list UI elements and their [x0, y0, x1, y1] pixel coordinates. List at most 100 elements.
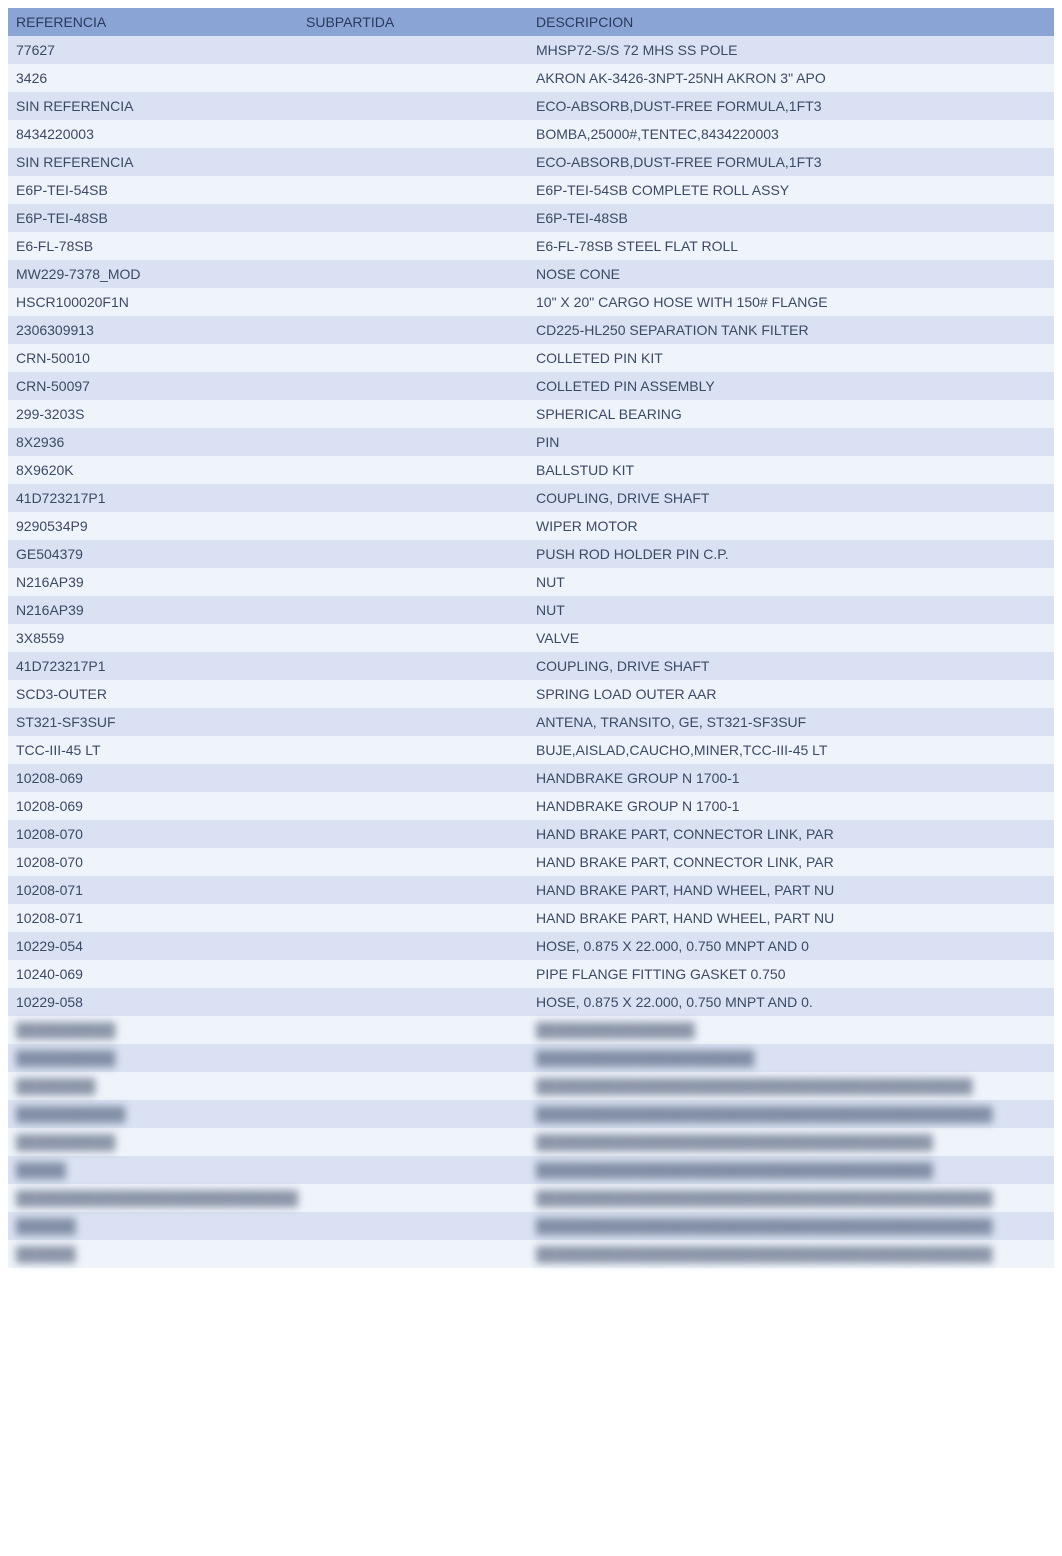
header-row: REFERENCIA SUBPARTIDA DESCRIPCION	[8, 8, 1054, 36]
cell-referencia: ██████████	[8, 1044, 298, 1072]
table-row: 10229-054HOSE, 0.875 X 22.000, 0.750 MNP…	[8, 932, 1054, 960]
table-row: 10208-070HAND BRAKE PART, CONNECTOR LINK…	[8, 848, 1054, 876]
cell-descripcion: E6P-TEI-54SB COMPLETE ROLL ASSY	[528, 176, 1054, 204]
cell-subpartida	[298, 372, 528, 400]
cell-subpartida	[298, 1240, 528, 1268]
cell-referencia: SIN REFERENCIA	[8, 148, 298, 176]
cell-referencia: 10208-071	[8, 876, 298, 904]
cell-subpartida	[298, 1156, 528, 1184]
cell-descripcion: PIPE FLANGE FITTING GASKET 0.750	[528, 960, 1054, 988]
cell-subpartida	[298, 1128, 528, 1156]
cell-subpartida	[298, 988, 528, 1016]
cell-descripcion: ECO-ABSORB,DUST-FREE FORMULA,1FT3	[528, 92, 1054, 120]
cell-referencia: 10208-071	[8, 904, 298, 932]
cell-referencia: ██████████	[8, 1128, 298, 1156]
table-row: N216AP39 NUT	[8, 596, 1054, 624]
cell-referencia: SIN REFERENCIA	[8, 92, 298, 120]
cell-referencia: 10240-069	[8, 960, 298, 988]
table-row: ████████████████████████████████████████…	[8, 1240, 1054, 1268]
cell-descripcion: CD225-HL250 SEPARATION TANK FILTER	[528, 316, 1054, 344]
cell-descripcion: PUSH ROD HOLDER PIN C.P.	[528, 540, 1054, 568]
cell-subpartida	[298, 428, 528, 456]
table-row: GE504379PUSH ROD HOLDER PIN C.P.	[8, 540, 1054, 568]
cell-referencia: 9290534P9	[8, 512, 298, 540]
cell-descripcion: NUT	[528, 596, 1054, 624]
cell-subpartida	[298, 288, 528, 316]
table-row: CRN-50097 COLLETED PIN ASSEMBLY	[8, 372, 1054, 400]
cell-referencia: E6P-TEI-54SB	[8, 176, 298, 204]
cell-subpartida	[298, 484, 528, 512]
cell-descripcion: E6P-TEI-48SB	[528, 204, 1054, 232]
table-row: ████████████████████████████████████████…	[8, 1156, 1054, 1184]
cell-referencia: MW229-7378_MOD	[8, 260, 298, 288]
cell-referencia: ███████████	[8, 1100, 298, 1128]
cell-referencia: █████	[8, 1156, 298, 1184]
cell-descripcion: ████████████████████████████████████████…	[528, 1072, 1054, 1100]
cell-descripcion: HANDBRAKE GROUP N 1700-1	[528, 792, 1054, 820]
cell-subpartida	[298, 64, 528, 92]
cell-subpartida	[298, 764, 528, 792]
cell-subpartida	[298, 960, 528, 988]
cell-referencia: 10208-070	[8, 848, 298, 876]
cell-referencia: HSCR100020F1N	[8, 288, 298, 316]
cell-subpartida	[298, 512, 528, 540]
table-row: SIN REFERENCIAECO-ABSORB,DUST-FREE FORMU…	[8, 148, 1054, 176]
col-header-referencia: REFERENCIA	[8, 8, 298, 36]
cell-referencia: ██████	[8, 1240, 298, 1268]
cell-subpartida	[298, 176, 528, 204]
cell-referencia: ██████████████████████████████████	[8, 1184, 298, 1212]
cell-descripcion: PIN	[528, 428, 1054, 456]
cell-subpartida	[298, 120, 528, 148]
cell-subpartida	[298, 148, 528, 176]
table-row: 41D723217P1COUPLING, DRIVE SHAFT	[8, 484, 1054, 512]
cell-subpartida	[298, 904, 528, 932]
table-row: TCC-III-45 LTBUJE,AISLAD,CAUCHO,MINER,TC…	[8, 736, 1054, 764]
cell-descripcion: HAND BRAKE PART, CONNECTOR LINK, PAR	[528, 820, 1054, 848]
cell-referencia: 8X2936	[8, 428, 298, 456]
cell-referencia: 77627	[8, 36, 298, 64]
cell-descripcion: AKRON AK-3426-3NPT-25NH AKRON 3" APO	[528, 64, 1054, 92]
cell-subpartida	[298, 932, 528, 960]
cell-descripcion: COLLETED PIN ASSEMBLY	[528, 372, 1054, 400]
col-header-descripcion: DESCRIPCION	[528, 8, 1054, 36]
cell-subpartida	[298, 1072, 528, 1100]
cell-subpartida	[298, 456, 528, 484]
table-row: 41D723217P1COUPLING, DRIVE SHAFT	[8, 652, 1054, 680]
table-row: ████████████████████████████████████████…	[8, 1212, 1054, 1240]
table-row: ST321-SF3SUFANTENA, TRANSITO, GE, ST321-…	[8, 708, 1054, 736]
cell-referencia: ████████	[8, 1072, 298, 1100]
cell-referencia: E6P-TEI-48SB	[8, 204, 298, 232]
cell-referencia: CRN-50010	[8, 344, 298, 372]
parts-table: REFERENCIA SUBPARTIDA DESCRIPCION 77627 M…	[8, 8, 1054, 1268]
cell-referencia: N216AP39	[8, 596, 298, 624]
table-row: ████████████████████████████████████████…	[8, 1100, 1054, 1128]
cell-referencia: CRN-50097	[8, 372, 298, 400]
cell-referencia: 3X8559	[8, 624, 298, 652]
cell-referencia: 41D723217P1	[8, 652, 298, 680]
table-row: E6-FL-78SBE6-FL-78SB STEEL FLAT ROLL	[8, 232, 1054, 260]
cell-referencia: 299-3203S	[8, 400, 298, 428]
cell-descripcion: ██████████████████████	[528, 1044, 1054, 1072]
cell-descripcion: 10" X 20" CARGO HOSE WITH 150# FLANGE	[528, 288, 1054, 316]
cell-referencia: 3426	[8, 64, 298, 92]
cell-subpartida	[298, 708, 528, 736]
cell-subpartida	[298, 596, 528, 624]
table-row: ██████████████████████████	[8, 1016, 1054, 1044]
table-row: 2306309913CD225-HL250 SEPARATION TANK FI…	[8, 316, 1054, 344]
cell-descripcion: ████████████████████████████████████████…	[528, 1212, 1054, 1240]
cell-descripcion: HAND BRAKE PART, HAND WHEEL, PART NU	[528, 876, 1054, 904]
cell-referencia: SCD3-OUTER	[8, 680, 298, 708]
table-row: SIN REFERENCIA ECO-ABSORB,DUST-FREE FORMU…	[8, 92, 1054, 120]
table-row: E6P-TEI-48SB E6P-TEI-48SB	[8, 204, 1054, 232]
cell-descripcion: WIPER MOTOR	[528, 512, 1054, 540]
table-row: MW229-7378_MODNOSE CONE	[8, 260, 1054, 288]
cell-subpartida	[298, 540, 528, 568]
cell-referencia: 41D723217P1	[8, 484, 298, 512]
table-row: E6P-TEI-54SB E6P-TEI-54SB COMPLETE ROLL A…	[8, 176, 1054, 204]
cell-subpartida	[298, 36, 528, 64]
cell-referencia: 10229-054	[8, 932, 298, 960]
table-row: 10208-071HAND BRAKE PART, HAND WHEEL, PA…	[8, 904, 1054, 932]
cell-descripcion: NUT	[528, 568, 1054, 596]
cell-descripcion: BALLSTUD KIT	[528, 456, 1054, 484]
cell-descripcion: COLLETED PIN KIT	[528, 344, 1054, 372]
